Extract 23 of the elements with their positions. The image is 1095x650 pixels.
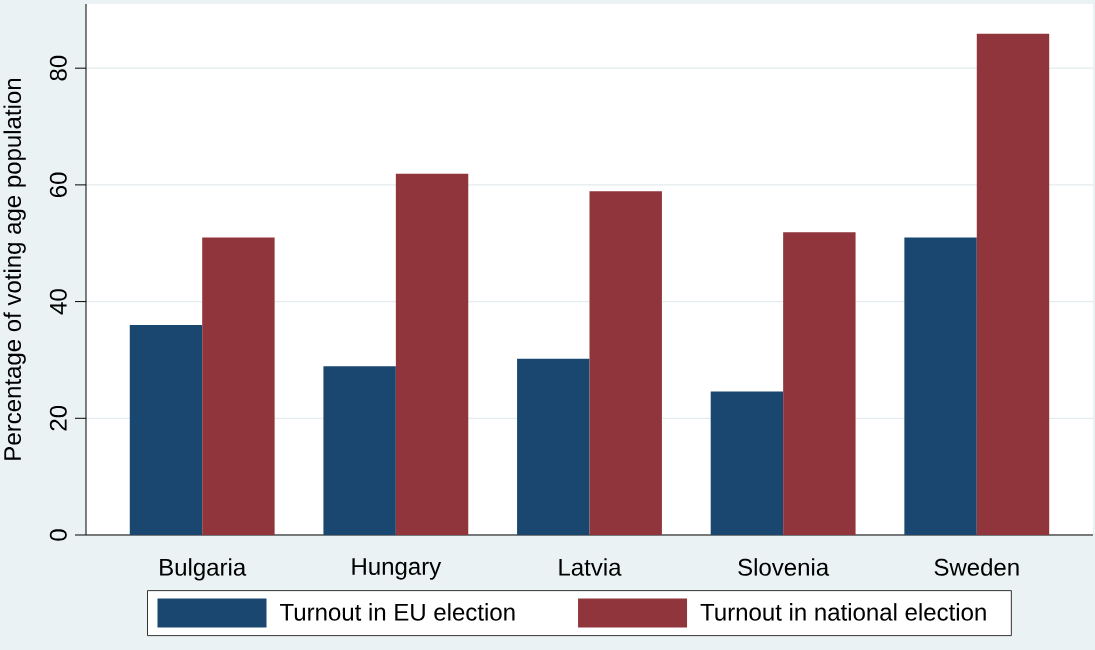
bar (589, 191, 662, 535)
y-tick-label: 40 (49, 289, 67, 315)
x-tick-label: Hungary (352, 558, 442, 580)
bar (129, 324, 203, 535)
bar (202, 237, 275, 535)
y-axis-title: Percentage of voting age population (3, 78, 26, 460)
y-tick-label: 20 (49, 405, 67, 431)
bar (323, 366, 396, 535)
x-tick-label: Sweden (934, 558, 1019, 576)
y-tick-label: 80 (49, 55, 67, 81)
y-tick-label: 0 (49, 529, 67, 541)
bar (783, 232, 856, 535)
legend-label: Turnout in EU election (280, 603, 515, 621)
legend-label: Turnout in national election (700, 603, 986, 621)
bar (517, 358, 590, 535)
bar (976, 33, 1050, 535)
x-tick-label: Latvia (559, 558, 622, 576)
bar (710, 391, 784, 535)
bar (395, 173, 469, 535)
x-tick-label: Bulgaria (160, 558, 247, 581)
x-tick-label: Slovenia (738, 558, 830, 576)
bar (904, 237, 977, 535)
y-tick-label: 60 (49, 172, 67, 198)
